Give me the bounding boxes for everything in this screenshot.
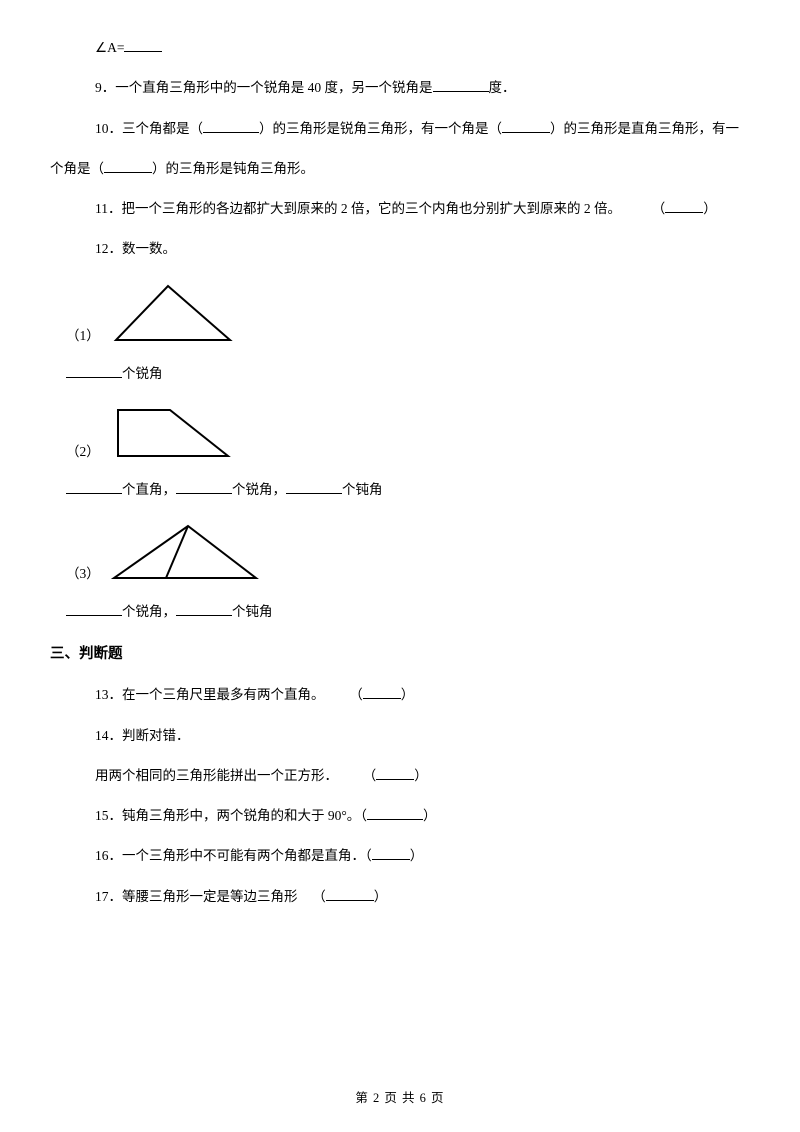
blank xyxy=(502,120,550,133)
shape3-row: （3） xyxy=(50,520,750,584)
txt-obtuse: 个钝角 xyxy=(342,482,383,497)
marker-3: （3） xyxy=(66,562,100,584)
blank xyxy=(176,481,232,494)
marker-2: （2） xyxy=(66,440,100,462)
q9-text: 9．一个直角三角形中的一个锐角是 40 度，另一个锐角是 xyxy=(95,80,433,95)
blank xyxy=(286,481,342,494)
blank xyxy=(124,39,162,52)
q11-text: 11．把一个三角形的各边都扩大到原来的 2 倍，它的三个内角也分别扩大到原来的 … xyxy=(95,201,621,216)
paren-blank: （） xyxy=(349,685,414,705)
q14b: 用两个相同的三角形能拼出一个正方形． （） xyxy=(50,766,750,786)
triangle-acute-icon xyxy=(108,280,238,346)
page-footer: 第 2 页 共 6 页 xyxy=(0,1087,800,1106)
q15-text: 15．钝角三角形中，两个锐角的和大于 90°。（ xyxy=(95,808,367,823)
blank xyxy=(372,847,410,860)
blank xyxy=(326,888,374,901)
blank xyxy=(176,603,232,616)
blank xyxy=(66,603,122,616)
q13-text: 13．在一个三角尺里最多有两个直角。 xyxy=(95,687,325,702)
txt-obtuse2: 个钝角 xyxy=(232,604,273,619)
paren-blank: （） xyxy=(312,887,387,907)
blank xyxy=(66,481,122,494)
q17: 17．等腰三角形一定是等边三角形 （） xyxy=(50,887,750,907)
shape1-answer: 个锐角 xyxy=(50,364,750,384)
q10-line2: 个角是（ ）的三角形是钝角三角形。 xyxy=(50,159,750,179)
txt-acute: 个锐角 xyxy=(122,366,163,381)
q13: 13．在一个三角尺里最多有两个直角。 （） xyxy=(50,685,750,705)
q10-c: ）的三角形是直角三角形，有一 xyxy=(550,121,739,136)
blank xyxy=(104,160,152,173)
q14-text: 14．判断对错． xyxy=(95,728,190,743)
blank xyxy=(203,120,259,133)
q10-line1: 10．三个角都是（ ）的三角形是锐角三角形，有一个角是（ ）的三角形是直角三角形，有… xyxy=(50,119,750,139)
q10-e: ）的三角形是钝角三角形。 xyxy=(152,161,314,176)
blank xyxy=(665,200,703,213)
q11: 11．把一个三角形的各边都扩大到原来的 2 倍，它的三个内角也分别扩大到原来的 … xyxy=(50,199,750,219)
triangle-split-icon xyxy=(108,520,263,584)
blank xyxy=(66,365,122,378)
blank xyxy=(376,767,414,780)
shape1-row: （1） xyxy=(50,280,750,346)
q16: 16．一个三角形中不可能有两个角都是直角．（） xyxy=(50,846,750,866)
shape2-row: （2） xyxy=(50,404,750,462)
q14: 14．判断对错． xyxy=(50,726,750,746)
footer-text: 第 2 页 共 6 页 xyxy=(355,1091,444,1105)
q10-b: ）的三角形是锐角三角形，有一个角是（ xyxy=(259,121,502,136)
txt-acute2: 个锐角， xyxy=(232,482,286,497)
shape3-answer: 个锐角， 个钝角 xyxy=(50,602,750,622)
q12: 12．数一数。 xyxy=(50,239,750,259)
q12-text: 12．数一数。 xyxy=(95,241,176,256)
q14b-text: 用两个相同的三角形能拼出一个正方形． xyxy=(95,768,338,783)
blank xyxy=(367,807,423,820)
q16-text: 16．一个三角形中不可能有两个角都是直角．（ xyxy=(95,848,372,863)
paren-blank: （） xyxy=(363,766,428,786)
q-angle: ∠A= xyxy=(50,38,750,58)
q-angle-text: ∠A= xyxy=(95,40,124,55)
trapezoid-icon xyxy=(108,404,238,462)
q17-text: 17．等腰三角形一定是等边三角形 xyxy=(95,889,298,904)
q10-d: 个角是（ xyxy=(50,161,104,176)
txt-acute2b: 个锐角， xyxy=(122,604,176,619)
section3-text: 三、判断题 xyxy=(50,646,123,662)
q9-tail: 度． xyxy=(489,80,516,95)
q10-a: 10．三个角都是（ xyxy=(95,121,203,136)
q15: 15．钝角三角形中，两个锐角的和大于 90°。（） xyxy=(50,806,750,826)
section3-heading: 三、判断题 xyxy=(50,642,750,663)
blank xyxy=(433,79,489,92)
shape2-answer: 个直角， 个锐角， 个钝角 xyxy=(50,480,750,500)
paren-blank: （） xyxy=(652,199,717,219)
blank xyxy=(363,686,401,699)
q9: 9．一个直角三角形中的一个锐角是 40 度，另一个锐角是 度． xyxy=(50,78,750,98)
marker-1: （1） xyxy=(66,324,100,346)
txt-right: 个直角， xyxy=(122,482,176,497)
